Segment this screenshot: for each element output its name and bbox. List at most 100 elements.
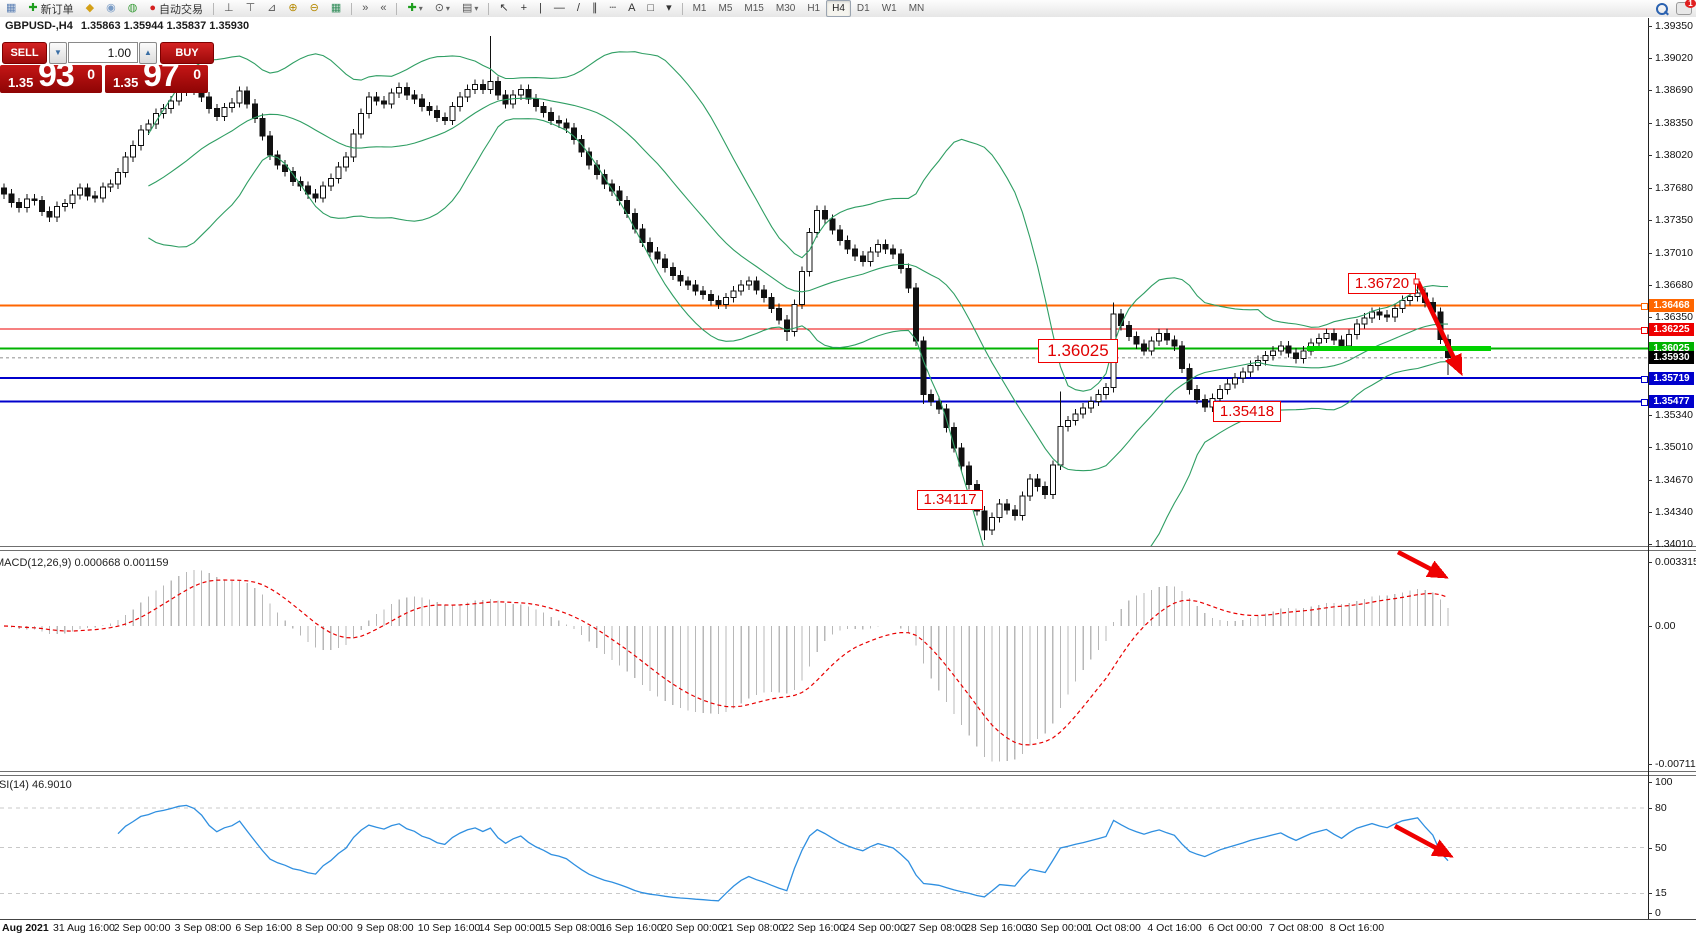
timeframe-h4-button[interactable]: H4 bbox=[826, 0, 851, 17]
support-zone-segment bbox=[1307, 345, 1491, 351]
zoom-in-icon[interactable]: ⊕ bbox=[283, 0, 302, 17]
crosshair-icon: + bbox=[520, 2, 528, 14]
auto-trading-button[interactable]: ● 自动交易 bbox=[144, 0, 208, 17]
time-axis-label[interactable]: Aug 2021 bbox=[2, 922, 49, 934]
price-annotation-label[interactable]: 1.35418 bbox=[1213, 401, 1281, 422]
zoom-out-icon[interactable]: ⊖ bbox=[305, 0, 324, 17]
price-tick bbox=[1648, 155, 1652, 157]
tile-windows-icon[interactable]: ▦ bbox=[326, 0, 346, 17]
time-axis-label[interactable]: 6 Sep 16:00 bbox=[235, 922, 293, 934]
buy-price-display[interactable]: 1.35 97 0 bbox=[105, 65, 208, 93]
time-axis-label[interactable]: 31 Aug 16:00 bbox=[53, 922, 115, 934]
time-axis-label[interactable]: 7 Oct 08:00 bbox=[1269, 922, 1324, 934]
rsi-tick bbox=[1648, 893, 1652, 895]
line-chart-icon[interactable]: ⊿ bbox=[262, 0, 281, 17]
time-axis-label[interactable]: 3 Sep 08:00 bbox=[174, 922, 232, 934]
chart-window[interactable]: GBPUSD-,H4 1.35863 1.35944 1.35837 1.3593… bbox=[0, 17, 1696, 934]
periods-button[interactable]: ⊙ ▾ bbox=[430, 0, 455, 17]
time-axis-label[interactable]: 30 Sep 00:00 bbox=[1025, 922, 1089, 934]
profile-icon[interactable]: ◉ bbox=[101, 0, 121, 17]
chart-window-icon[interactable]: ▦ bbox=[1, 0, 21, 17]
price-tick-label: 1.35340 bbox=[1655, 408, 1693, 421]
signal-icon[interactable]: ◍ bbox=[123, 0, 143, 17]
chat-icon[interactable]: 1 bbox=[1676, 0, 1696, 15]
chart-shift-icon[interactable]: « bbox=[375, 0, 391, 17]
rsi-tick bbox=[1648, 847, 1652, 849]
notification-badge: 1 bbox=[1685, 0, 1696, 8]
price-axis-border bbox=[1648, 18, 1649, 919]
sell-button[interactable]: SELL bbox=[2, 42, 47, 64]
timeframe-w1-button[interactable]: W1 bbox=[881, 3, 897, 14]
time-axis-label[interactable]: 28 Sep 16:00 bbox=[965, 922, 1028, 934]
search-icon[interactable] bbox=[1656, 2, 1669, 15]
pane-separator-main-macd[interactable] bbox=[0, 546, 1696, 551]
label-icon[interactable]: □ bbox=[642, 0, 659, 17]
fibonacci-icon[interactable]: ┄ bbox=[604, 0, 621, 17]
bar-chart-icon[interactable]: ⊥ bbox=[219, 0, 239, 17]
templates-button[interactable]: ▤ ▾ bbox=[457, 0, 483, 17]
time-axis-label[interactable]: 9 Sep 08:00 bbox=[357, 922, 414, 934]
price-annotation-label[interactable]: 1.36025 bbox=[1038, 339, 1118, 363]
crosshair-icon[interactable]: + bbox=[516, 0, 532, 17]
auto-scroll-icon[interactable]: » bbox=[357, 0, 373, 17]
buy-button[interactable]: BUY bbox=[160, 42, 214, 64]
volume-down-button[interactable]: ▼ bbox=[49, 42, 67, 64]
time-axis-label[interactable]: 20 Sep 00:00 bbox=[661, 922, 724, 934]
price-tick-label: 1.38690 bbox=[1655, 84, 1693, 97]
time-axis-label[interactable]: 1 Oct 08:00 bbox=[1086, 922, 1141, 934]
timeframe-mn-button[interactable]: MN bbox=[908, 3, 925, 14]
time-axis-label[interactable]: 2 Sep 00:00 bbox=[113, 922, 171, 934]
time-axis-label[interactable]: 21 Sep 08:00 bbox=[721, 922, 785, 934]
cursor-icon[interactable]: ↖ bbox=[494, 0, 513, 17]
horizontal-line-icon[interactable]: — bbox=[549, 0, 570, 17]
time-axis-label[interactable]: 24 Sep 00:00 bbox=[843, 922, 906, 934]
macd-indicator-label: MACD(12,26,9) 0.000668 0.001159 bbox=[0, 557, 169, 569]
channel-icon[interactable]: ∥ bbox=[587, 0, 603, 17]
volume-up-button[interactable]: ▲ bbox=[139, 42, 157, 64]
time-axis-label[interactable]: 22 Sep 16:00 bbox=[782, 922, 846, 934]
rsi-pane[interactable] bbox=[0, 774, 1648, 919]
main-price-pane[interactable] bbox=[0, 18, 1648, 546]
timeframe-m5-button[interactable]: M5 bbox=[718, 3, 733, 14]
timeframe-d1-button[interactable]: D1 bbox=[856, 3, 870, 14]
timeframe-m30-button[interactable]: M30 bbox=[775, 3, 796, 14]
time-axis-label[interactable]: 10 Sep 16:00 bbox=[417, 922, 481, 934]
macd-pane[interactable] bbox=[0, 549, 1648, 771]
gold-icon[interactable]: ◆ bbox=[81, 0, 99, 17]
vertical-line-icon[interactable]: | bbox=[534, 0, 547, 17]
time-axis-label[interactable]: 15 Sep 08:00 bbox=[539, 922, 602, 934]
timeframe-m1-button[interactable]: M1 bbox=[692, 3, 707, 14]
price-tick bbox=[1648, 220, 1652, 222]
price-tick-label: 1.38350 bbox=[1655, 117, 1693, 130]
time-axis-label[interactable]: 8 Oct 16:00 bbox=[1329, 922, 1385, 934]
channel-icon: ∥ bbox=[591, 2, 598, 14]
indicators-icon: ✚ bbox=[407, 2, 417, 14]
candlestick-chart-icon[interactable]: ⊤ bbox=[241, 0, 261, 17]
pane-separator-macd-rsi[interactable] bbox=[0, 771, 1696, 776]
price-tick bbox=[1648, 446, 1652, 448]
templates-icon: ▤ bbox=[461, 2, 473, 14]
chart-shift-icon: « bbox=[380, 2, 387, 14]
time-axis-label[interactable]: 27 Sep 08:00 bbox=[904, 922, 967, 934]
time-axis-label[interactable]: 8 Sep 00:00 bbox=[296, 922, 353, 934]
timeframe-m15-button[interactable]: M15 bbox=[744, 3, 764, 14]
text-icon[interactable]: A bbox=[623, 0, 640, 17]
time-axis-label[interactable]: 6 Oct 00:00 bbox=[1208, 922, 1263, 934]
time-axis-label[interactable]: 16 Sep 16:00 bbox=[600, 922, 663, 934]
trendline-icon[interactable]: / bbox=[572, 0, 585, 17]
sell-price-display[interactable]: 1.35 93 0 bbox=[0, 65, 102, 93]
toolbar-separator bbox=[396, 2, 398, 15]
time-axis-label[interactable]: 14 Sep 00:00 bbox=[478, 922, 542, 934]
volume-input[interactable] bbox=[68, 42, 138, 63]
new-order-button[interactable]: ✚ 新订单 bbox=[23, 0, 78, 17]
shapes-button[interactable]: ▾ bbox=[661, 0, 677, 17]
hline-price-box: 1.36225 bbox=[1649, 322, 1694, 336]
timeframe-h1-button[interactable]: H1 bbox=[807, 3, 821, 14]
price-annotation-label[interactable]: 1.34117 bbox=[917, 490, 983, 510]
time-axis-label[interactable]: 4 Oct 16:00 bbox=[1147, 922, 1202, 934]
fibonacci-icon: ┄ bbox=[609, 2, 617, 14]
price-annotation-label[interactable]: 1.36720 bbox=[1348, 273, 1416, 294]
price-tick bbox=[1648, 543, 1652, 545]
indicators-button[interactable]: ✚ ▾ bbox=[402, 0, 427, 17]
price-tick-label: 1.37010 bbox=[1655, 247, 1693, 260]
